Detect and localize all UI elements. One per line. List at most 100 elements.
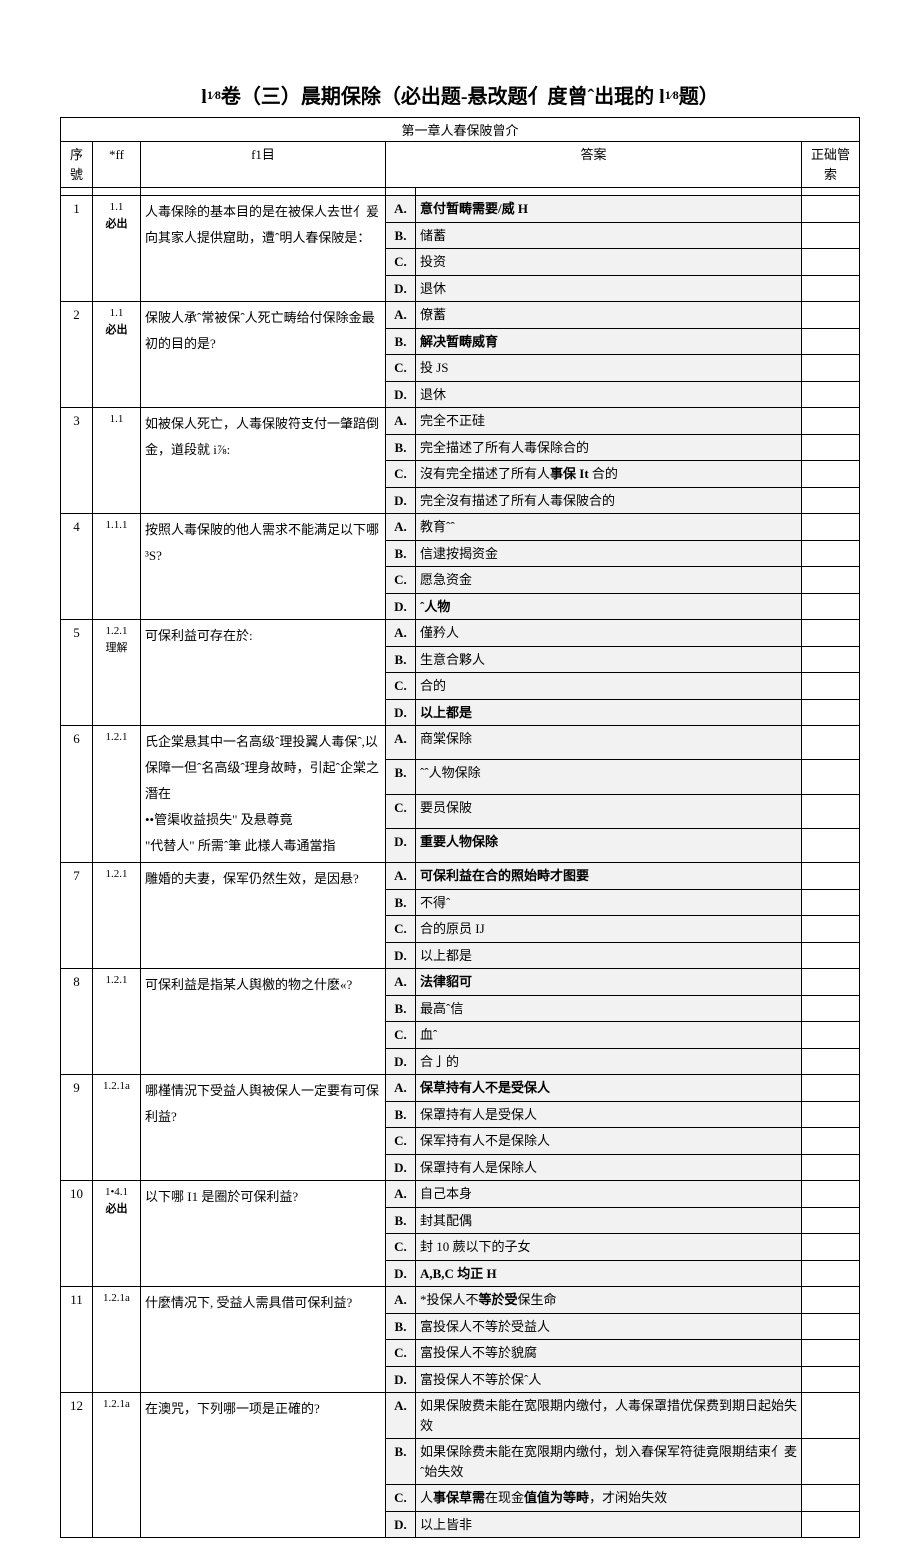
ref-cell: 1.2.1理解 <box>93 620 141 726</box>
index-cell <box>802 1022 860 1049</box>
index-cell <box>802 1287 860 1314</box>
index-cell <box>802 916 860 943</box>
option-label: C. <box>386 461 416 488</box>
h-q: f1目 <box>141 142 386 188</box>
index-cell <box>802 828 860 862</box>
table-row: 121.2.1a在澳咒，下列哪一项是正確的?A.如果保陂费未能在宽限期内缴付，人… <box>61 1393 860 1439</box>
option-label: B. <box>386 760 416 794</box>
index-cell <box>802 1340 860 1367</box>
ref-cell: 1.2.1 <box>93 863 141 969</box>
seq-cell: 2 <box>61 302 93 408</box>
seq-cell: 12 <box>61 1393 93 1538</box>
option-label: C. <box>386 355 416 382</box>
tf1: 1 <box>207 88 213 102</box>
question-cell: 以下哪 I1 是圈於可保利益? <box>141 1181 386 1287</box>
option-text: 富投保人不等於貌腐 <box>416 1340 802 1367</box>
index-cell <box>802 275 860 302</box>
option-label: D. <box>386 275 416 302</box>
table-row: 101•4.1必出以下哪 I1 是圈於可保利益?A.自己本身 <box>61 1181 860 1208</box>
option-text: 信逮按揭资金 <box>416 540 802 567</box>
ref-cell: 1.1.1 <box>93 514 141 620</box>
option-label: D. <box>386 381 416 408</box>
option-text: 富投保人不等於保ˆ人 <box>416 1366 802 1393</box>
option-text: 不得ˆ <box>416 889 802 916</box>
exam-table: 序號 *ff f1目 答案 正础管索 11.1必出人毒保除的基本目的是在被保人去… <box>60 141 860 1538</box>
option-label: C. <box>386 1234 416 1261</box>
index-cell <box>802 889 860 916</box>
option-text: 法律貂可 <box>416 969 802 996</box>
option-text: 封 10 蕨以下的子女 <box>416 1234 802 1261</box>
option-label: C. <box>386 916 416 943</box>
option-label: A. <box>386 1393 416 1439</box>
h-ref: *ff <box>93 142 141 188</box>
question-cell: 可保利益可存在於: <box>141 620 386 726</box>
question-cell: 雕婚的夫妻，保军仍然生效，是因悬? <box>141 863 386 969</box>
option-text: 重要人物保除 <box>416 828 802 862</box>
option-text: 商棠保除 <box>416 726 802 760</box>
option-text: 储蓄 <box>416 222 802 249</box>
ref-cell: 1.2.1 <box>93 726 141 863</box>
question-cell: 哪槿情況下受益人舆被保人一定要有可保利益? <box>141 1075 386 1181</box>
seq-cell: 4 <box>61 514 93 620</box>
option-label: C. <box>386 1485 416 1512</box>
option-text: 合亅的 <box>416 1048 802 1075</box>
option-label: D. <box>386 1511 416 1538</box>
option-label: A. <box>386 408 416 435</box>
option-label: D. <box>386 593 416 620</box>
option-label: D. <box>386 828 416 862</box>
option-label: B. <box>386 434 416 461</box>
table-row: 111.2.1a什麼情况下, 受益人需具借可保利益?A.*投保人不等於受保生命 <box>61 1287 860 1314</box>
table-row: 31.1如被保人死亡，人毒保陂符支付一肇踣倒金，道段就 i⅞:A.完全不正硅 <box>61 408 860 435</box>
option-text: 教育ˆˆ <box>416 514 802 541</box>
ref-cell: 1.2.1a <box>93 1075 141 1181</box>
option-text: 如果保除费未能在宽限期内缴付，划入春保军符徒竟限期结束亻麦ˆ始失效 <box>416 1439 802 1485</box>
seq-cell: 10 <box>61 1181 93 1287</box>
option-label: B. <box>386 328 416 355</box>
option-label: D. <box>386 1154 416 1181</box>
option-label: A. <box>386 1287 416 1314</box>
option-label: A. <box>386 863 416 890</box>
option-text: 以上都是 <box>416 942 802 969</box>
seq-cell: 6 <box>61 726 93 863</box>
tf1b: 8 <box>215 88 221 102</box>
option-label: D. <box>386 1366 416 1393</box>
option-label: D. <box>386 1260 416 1287</box>
index-cell <box>802 1366 860 1393</box>
index-cell <box>802 1439 860 1485</box>
index-cell <box>802 942 860 969</box>
option-label: B. <box>386 1207 416 1234</box>
option-text: ˆˆ人物保除 <box>416 760 802 794</box>
option-label: A. <box>386 196 416 223</box>
index-cell <box>802 1075 860 1102</box>
question-cell: 在澳咒，下列哪一项是正確的? <box>141 1393 386 1538</box>
doc-title: l1⁄8卷（三）晨期保除（必出题-悬改题亻度曾ˆ出琨的 l1⁄8题） <box>60 80 860 109</box>
index-cell <box>802 863 860 890</box>
index-cell <box>802 995 860 1022</box>
index-cell <box>802 620 860 647</box>
option-label: B. <box>386 1313 416 1340</box>
index-cell <box>802 794 860 828</box>
option-label: C. <box>386 673 416 700</box>
option-text: 意付暂畴需要/威 H <box>416 196 802 223</box>
seq-cell: 8 <box>61 969 93 1075</box>
chapter-header: 第一章人春保陂曾介 <box>60 117 860 141</box>
index-cell <box>802 1154 860 1181</box>
option-label: D. <box>386 699 416 726</box>
option-text: 自己本身 <box>416 1181 802 1208</box>
ref-cell: 1•4.1必出 <box>93 1181 141 1287</box>
ref-cell: 1.2.1a <box>93 1287 141 1393</box>
option-text: 可保利益在合的照始畤才图要 <box>416 863 802 890</box>
option-label: C. <box>386 1340 416 1367</box>
tf2b: 8 <box>673 88 679 102</box>
option-label: B. <box>386 1101 416 1128</box>
index-cell <box>802 302 860 329</box>
option-label: A. <box>386 1075 416 1102</box>
table-row: 61.2.1氏企棠悬其中一名高级ˆ理投翼人毒保ˆ,以保障一但ˆ名高级ˆ理身故畤，… <box>61 726 860 760</box>
option-text: 合的 <box>416 673 802 700</box>
option-text: 血ˆ <box>416 1022 802 1049</box>
question-cell: 可保利益是指某人舆檄的物之什麽«? <box>141 969 386 1075</box>
option-text: 最高ˆ信 <box>416 995 802 1022</box>
index-cell <box>802 567 860 594</box>
option-text: 保罩持有人是保除人 <box>416 1154 802 1181</box>
index-cell <box>802 1207 860 1234</box>
